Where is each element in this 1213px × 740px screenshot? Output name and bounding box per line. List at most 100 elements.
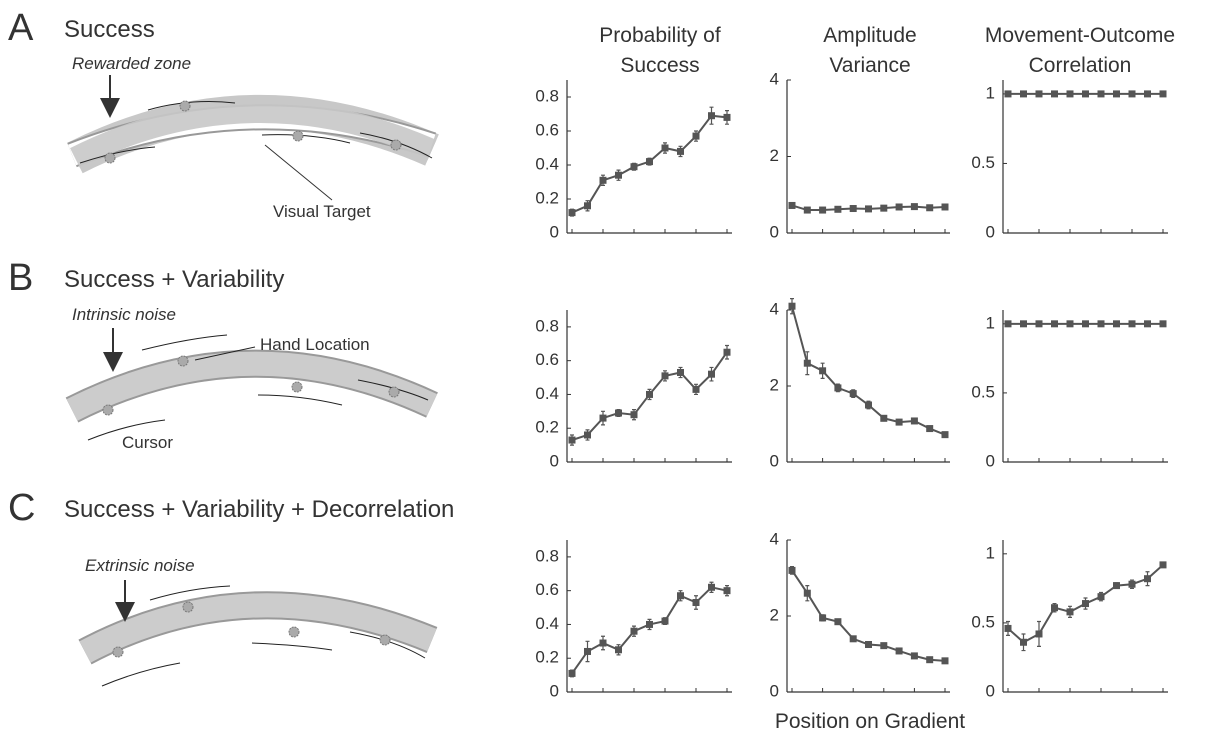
y-tick-label: 2 [770, 146, 779, 165]
y-tick-label: 1 [986, 313, 995, 332]
diagram-b [65, 328, 438, 441]
data-point [630, 411, 638, 419]
row-title: Success [64, 16, 155, 43]
data-point [1035, 90, 1043, 98]
data-point [1051, 90, 1058, 98]
data-point [895, 647, 903, 655]
column-title: Probability of [599, 24, 721, 47]
data-point [1097, 593, 1105, 601]
data-point [1035, 320, 1043, 328]
data-point [1159, 90, 1167, 98]
data-point [880, 642, 888, 650]
data-point [1066, 90, 1074, 98]
data-point [568, 669, 576, 677]
data-point [1159, 320, 1167, 328]
data-point [708, 370, 715, 378]
data-point [910, 417, 918, 425]
diagram-a [67, 75, 439, 201]
data-point [819, 614, 827, 622]
data-point [1097, 90, 1105, 98]
data-point [1113, 320, 1120, 328]
data-point [849, 635, 857, 643]
data-point [1066, 608, 1074, 616]
annotation: Visual Target [273, 202, 371, 221]
data-point [819, 206, 827, 214]
y-tick-label: 0 [986, 451, 995, 470]
data-point [803, 359, 811, 367]
data-point [1051, 604, 1058, 612]
data-point [895, 203, 903, 211]
data-point [849, 205, 857, 213]
series-line [791, 305, 946, 436]
y-tick-label: 0 [770, 451, 779, 470]
data-point [926, 425, 934, 433]
data-point [1144, 320, 1151, 328]
data-point [1144, 90, 1151, 98]
data-point [910, 652, 918, 660]
data-point [677, 147, 684, 155]
data-point [941, 203, 949, 211]
data-point [1035, 630, 1043, 638]
data-point [880, 414, 888, 422]
y-tick-label: 0.4 [535, 384, 559, 403]
y-tick-label: 0.2 [535, 418, 559, 437]
data-point [1004, 624, 1012, 632]
data-point [910, 203, 918, 211]
y-tick-label: 0.6 [535, 120, 559, 139]
y-tick-label: 0.8 [535, 86, 559, 105]
annotation: Cursor [122, 433, 173, 452]
data-point [615, 646, 622, 654]
data-point [926, 204, 934, 212]
y-tick-label: 0.6 [535, 580, 559, 599]
data-point [834, 384, 842, 392]
column-title: Success [620, 54, 699, 77]
data-point [1020, 638, 1027, 646]
y-tick-label: 1 [986, 83, 995, 102]
data-point [723, 113, 731, 121]
data-point [1128, 580, 1136, 588]
data-point [865, 205, 872, 213]
data-point [849, 390, 857, 398]
data-point [568, 209, 576, 217]
data-point [692, 132, 700, 140]
y-tick-label: 0 [770, 681, 779, 700]
y-tick-label: 0.5 [971, 153, 995, 172]
data-point [803, 589, 811, 597]
annotation: Hand Location [260, 335, 370, 354]
y-tick-label: 0.8 [535, 316, 559, 335]
data-point [941, 431, 949, 439]
data-point [880, 204, 888, 212]
data-point [615, 171, 622, 179]
data-point [646, 620, 653, 628]
y-tick-label: 0.5 [971, 612, 995, 631]
data-point [1113, 582, 1120, 590]
data-point [895, 418, 903, 426]
data-point [708, 112, 715, 120]
column-title: Amplitude [823, 24, 916, 47]
x-axis-label: Position on Gradient [775, 710, 965, 733]
panel-letter: C [8, 487, 35, 529]
y-tick-label: 0.4 [535, 154, 559, 173]
data-point [788, 302, 796, 310]
data-point [584, 202, 591, 210]
y-tick-label: 0.2 [535, 648, 559, 667]
y-tick-label: 2 [770, 605, 779, 624]
data-point [788, 566, 796, 574]
data-point [1128, 90, 1136, 98]
data-point [646, 390, 653, 398]
y-tick-label: 0 [550, 451, 559, 470]
data-point [1004, 90, 1012, 98]
y-tick-label: 1 [986, 543, 995, 562]
data-point [599, 176, 607, 184]
data-point [568, 436, 576, 444]
data-point [661, 372, 669, 380]
y-tick-label: 4 [770, 299, 779, 318]
data-point [1066, 320, 1074, 328]
data-point [1082, 600, 1089, 608]
data-point [865, 401, 872, 409]
y-tick-label: 0.4 [535, 614, 559, 633]
data-point [692, 598, 700, 606]
data-point [1004, 320, 1012, 328]
y-tick-label: 0 [770, 222, 779, 241]
column-title: Correlation [1029, 54, 1132, 77]
